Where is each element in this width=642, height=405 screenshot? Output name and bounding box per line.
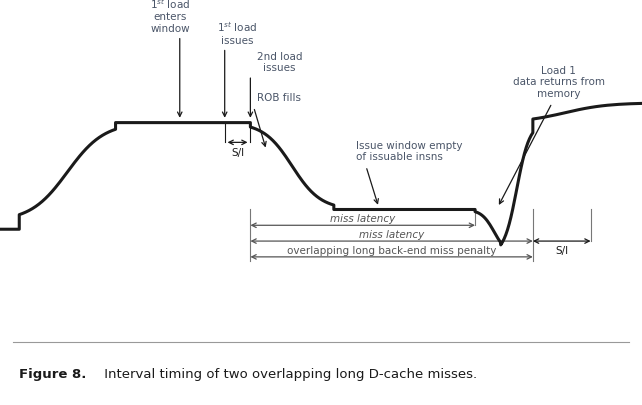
Text: Interval timing of two overlapping long D-cache misses.: Interval timing of two overlapping long …: [100, 368, 476, 381]
Text: S/I: S/I: [231, 148, 244, 158]
Text: 2nd load
issues: 2nd load issues: [257, 52, 302, 73]
Text: $1^{st}$ load
issues: $1^{st}$ load issues: [218, 20, 257, 46]
Text: S/I: S/I: [555, 246, 568, 256]
Text: overlapping long back-end miss penalty: overlapping long back-end miss penalty: [287, 246, 496, 256]
Text: $1^{st}$ load
enters
window: $1^{st}$ load enters window: [150, 0, 190, 34]
Text: Figure 8.: Figure 8.: [19, 368, 87, 381]
Text: Load 1
data returns from
memory: Load 1 data returns from memory: [512, 66, 605, 99]
Text: ROB fills: ROB fills: [257, 93, 301, 103]
Text: miss latency: miss latency: [359, 230, 424, 240]
Text: miss latency: miss latency: [330, 214, 395, 224]
Text: Issue window empty
of issuable insns: Issue window empty of issuable insns: [356, 141, 463, 162]
